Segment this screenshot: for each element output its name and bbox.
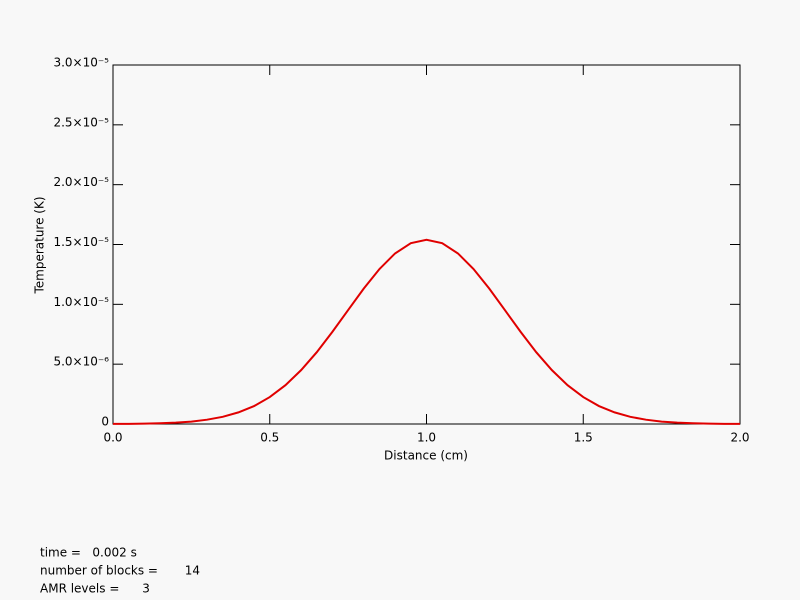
x-tick-label: 0.5 bbox=[260, 431, 279, 445]
y-tick-label: 5.0×10⁻⁶ bbox=[53, 355, 109, 369]
data-line bbox=[112, 238, 741, 425]
x-tick-label: 2.0 bbox=[730, 431, 749, 445]
y-tick-label: 2.0×10⁻⁵ bbox=[53, 175, 109, 189]
x-tick-label: 1.0 bbox=[417, 431, 436, 445]
y-tick-label: 1.5×10⁻⁵ bbox=[53, 235, 109, 249]
x-axis-label: Distance (cm) bbox=[384, 449, 468, 463]
annotation: number of blocks = 14 bbox=[40, 564, 200, 578]
annotation: time = 0.002 s bbox=[40, 546, 137, 560]
x-tick-label: 0.0 bbox=[103, 431, 122, 445]
y-tick-label: 2.5×10⁻⁵ bbox=[53, 115, 109, 129]
y-tick-label: 1.0×10⁻⁵ bbox=[53, 295, 109, 309]
y-axis-label: Temperature (K) bbox=[33, 196, 47, 294]
x-tick-label: 1.5 bbox=[574, 431, 593, 445]
y-tick-label: 3.0×10⁻⁵ bbox=[53, 56, 109, 70]
annotation: AMR levels = 3 bbox=[40, 582, 150, 596]
y-tick-label: 0 bbox=[101, 415, 109, 429]
